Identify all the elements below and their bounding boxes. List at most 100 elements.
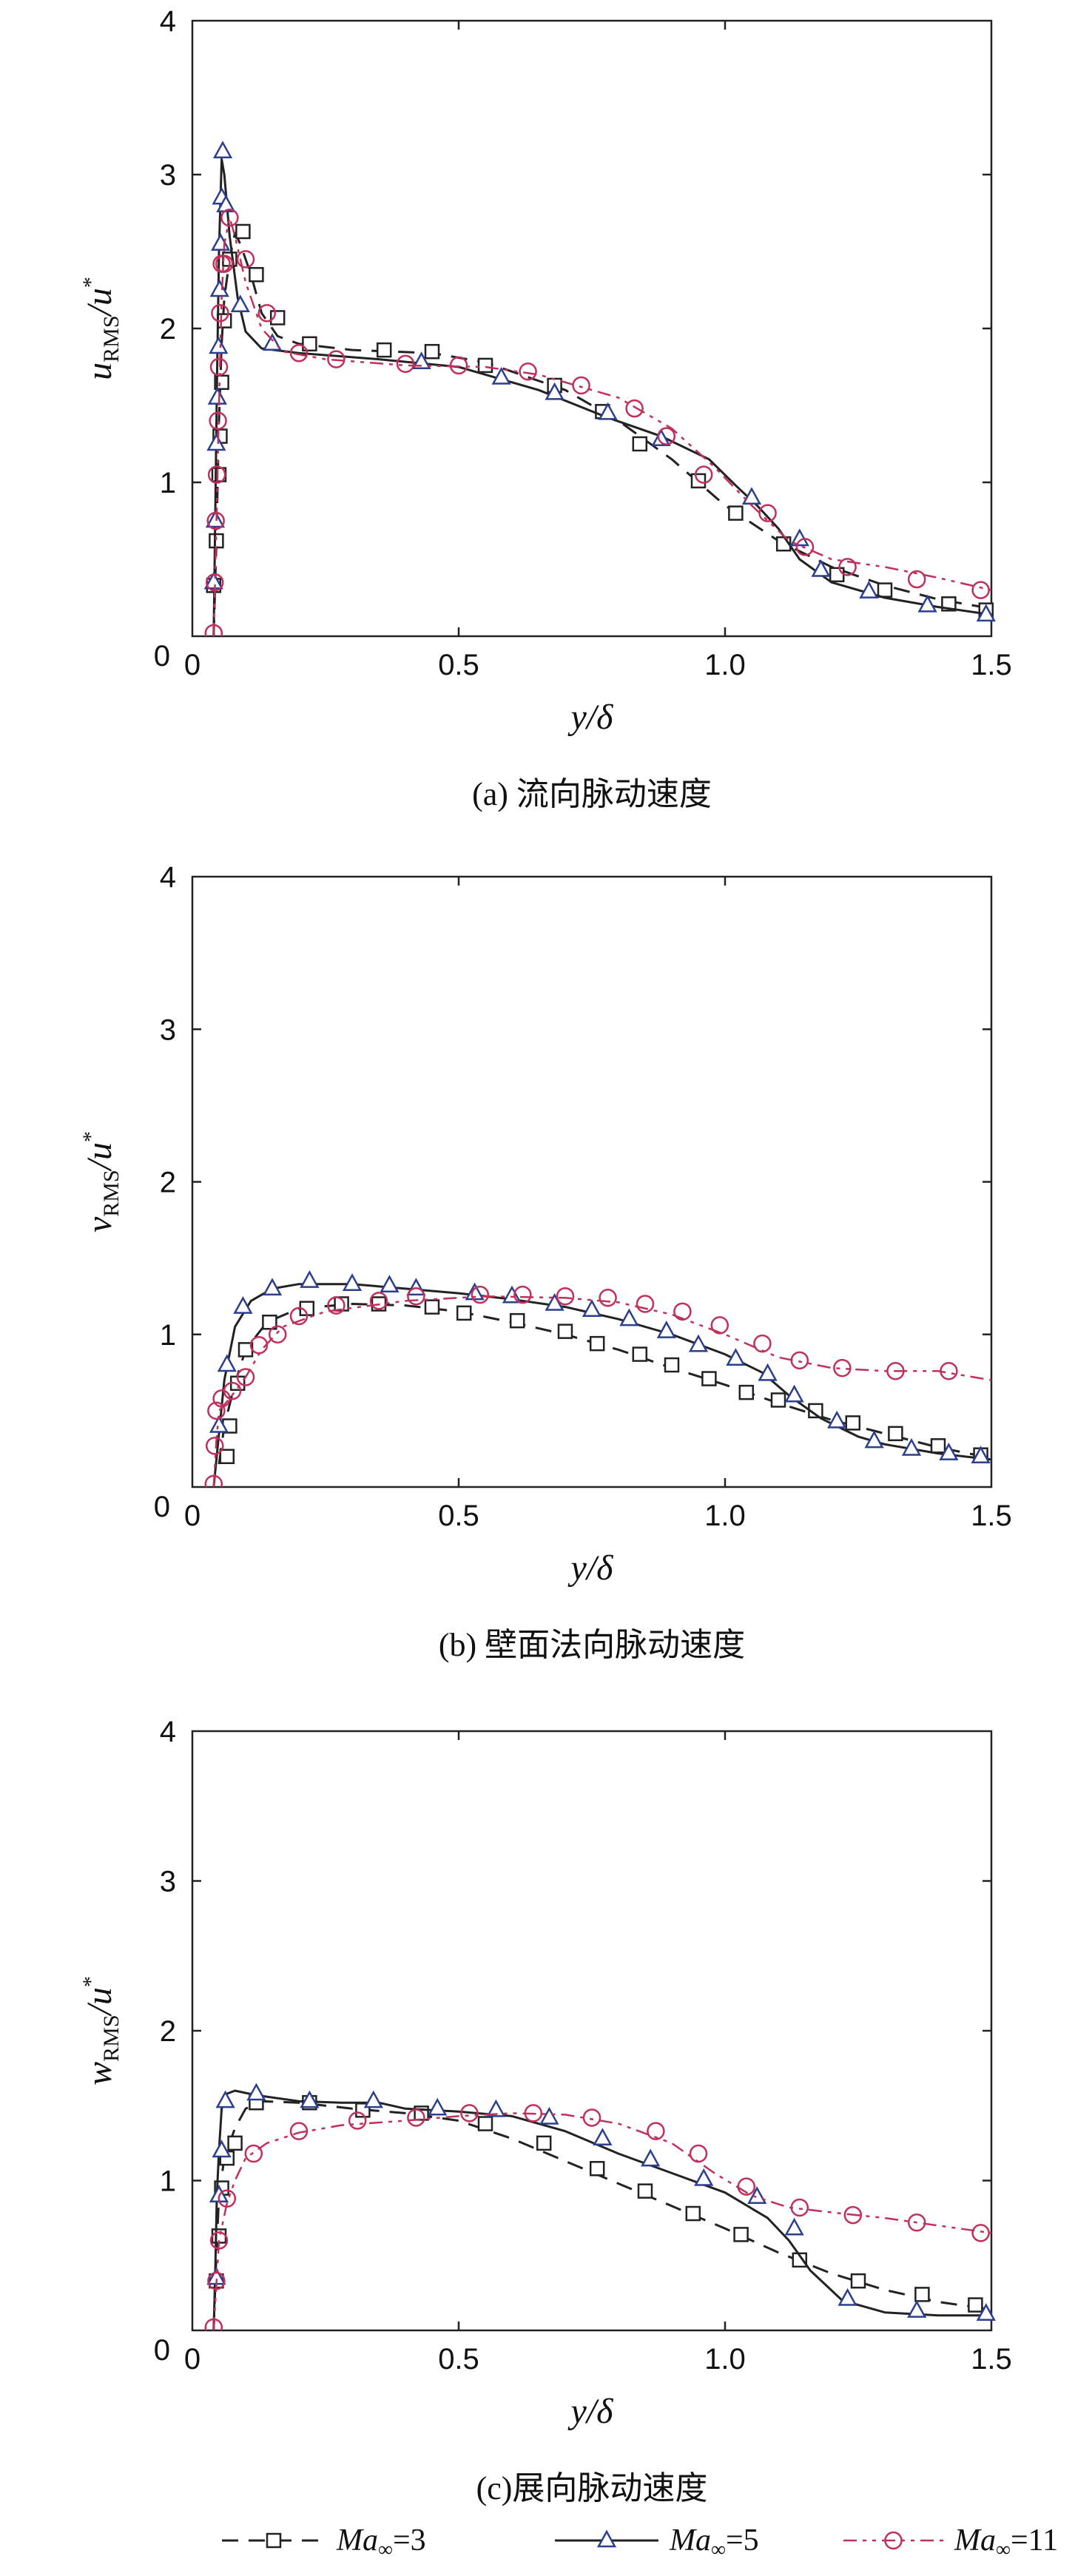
data-point (864, 1430, 884, 1449)
data-point (545, 382, 564, 400)
data-point (539, 2106, 559, 2125)
data-point (207, 387, 227, 405)
y-tick-label: 0 (154, 2334, 170, 2367)
y-tick-label: 4 (160, 1716, 176, 1748)
panel-caption: (c)展向脉动速度 (476, 2470, 708, 2506)
data-point (223, 1381, 242, 1400)
data-point (406, 1278, 426, 1296)
y-tick-label: 2 (160, 1167, 176, 1199)
data-point (262, 1278, 283, 1296)
data-point (886, 1362, 905, 1380)
data-point (230, 294, 250, 313)
data-point (204, 1474, 223, 1487)
x-tick-label: 0.5 (438, 1500, 479, 1532)
panel-caption: (b) 壁面法向脉动速度 (439, 1627, 745, 1663)
data-point (219, 1449, 235, 1464)
data-point (407, 2108, 425, 2127)
data-point (218, 2189, 237, 2208)
data-point (209, 336, 229, 354)
data-point (843, 2205, 863, 2225)
series-line (212, 2089, 991, 2330)
data-point (664, 1357, 680, 1373)
data-point (209, 357, 229, 377)
data-point (491, 366, 511, 385)
data-point (907, 570, 926, 589)
data-point (694, 2168, 714, 2186)
series-2 (206, 2083, 996, 2330)
data-point (262, 1315, 277, 1330)
data-point (477, 2116, 493, 2131)
data-point (428, 2097, 448, 2116)
data-point (233, 1296, 253, 1314)
data-point (701, 1371, 717, 1386)
legend-marker (266, 2532, 282, 2549)
data-point (217, 1354, 237, 1372)
data-point (790, 2198, 809, 2217)
data-point (738, 1384, 755, 1400)
data-point (619, 1308, 639, 1326)
y-tick-label: 4 (160, 5, 176, 38)
y-tick-label: 1 (160, 2165, 176, 2198)
data-point (901, 1437, 922, 1456)
data-point (657, 427, 676, 445)
data-point (449, 356, 468, 375)
x-axis-label: y/δ (567, 1548, 614, 1588)
data-point (327, 1296, 346, 1315)
data-point (737, 2177, 756, 2196)
data-point (424, 343, 440, 360)
data-point (917, 594, 937, 613)
data-point (209, 2231, 229, 2250)
data-point (376, 342, 392, 358)
data-point (289, 1306, 309, 1326)
series-line (212, 2112, 992, 2330)
data-point (877, 582, 893, 598)
series-1 (206, 223, 994, 636)
data-point (244, 2144, 263, 2163)
data-point (220, 208, 239, 227)
data-point (460, 2104, 479, 2122)
data-point (203, 571, 223, 590)
data-point (302, 336, 317, 352)
x-tick-label: 0 (184, 2343, 200, 2376)
data-point (685, 2205, 701, 2222)
y-tick-label: 0 (154, 1491, 170, 1523)
data-point (262, 333, 283, 351)
series-1 (209, 2094, 992, 2330)
data-point (380, 1275, 400, 1292)
data-point (209, 411, 227, 431)
data-point (212, 141, 233, 159)
data-point (268, 1325, 287, 1343)
data-point (784, 1384, 804, 1403)
data-point (850, 2273, 866, 2289)
data-point (209, 279, 229, 297)
y-tick-label: 3 (160, 159, 176, 192)
legend-item-1: Ma∞=3 (222, 2523, 426, 2561)
data-point (209, 1415, 229, 1433)
data-point (289, 344, 309, 363)
data-point (710, 1316, 729, 1335)
data-point (792, 2252, 808, 2268)
data-point (207, 465, 226, 484)
data-point (940, 1362, 958, 1380)
data-point (209, 533, 224, 549)
x-tick-label: 1.0 (704, 2343, 746, 2376)
data-point (971, 2224, 990, 2242)
series-3 (204, 208, 992, 636)
series-line (212, 1283, 992, 1487)
data-point (204, 2318, 223, 2330)
data-point (215, 2090, 235, 2108)
data-point (770, 1392, 786, 1408)
data-point (300, 2090, 320, 2108)
x-axis-label: y/δ (567, 2392, 614, 2431)
data-point (930, 1438, 946, 1454)
data-point (728, 505, 744, 521)
data-point (486, 2099, 506, 2117)
data-point (572, 376, 590, 395)
data-point (257, 303, 277, 323)
data-point (524, 2104, 543, 2122)
data-point (694, 465, 713, 484)
data-point (211, 233, 231, 251)
data-point (625, 399, 644, 418)
data-point (536, 2135, 552, 2151)
